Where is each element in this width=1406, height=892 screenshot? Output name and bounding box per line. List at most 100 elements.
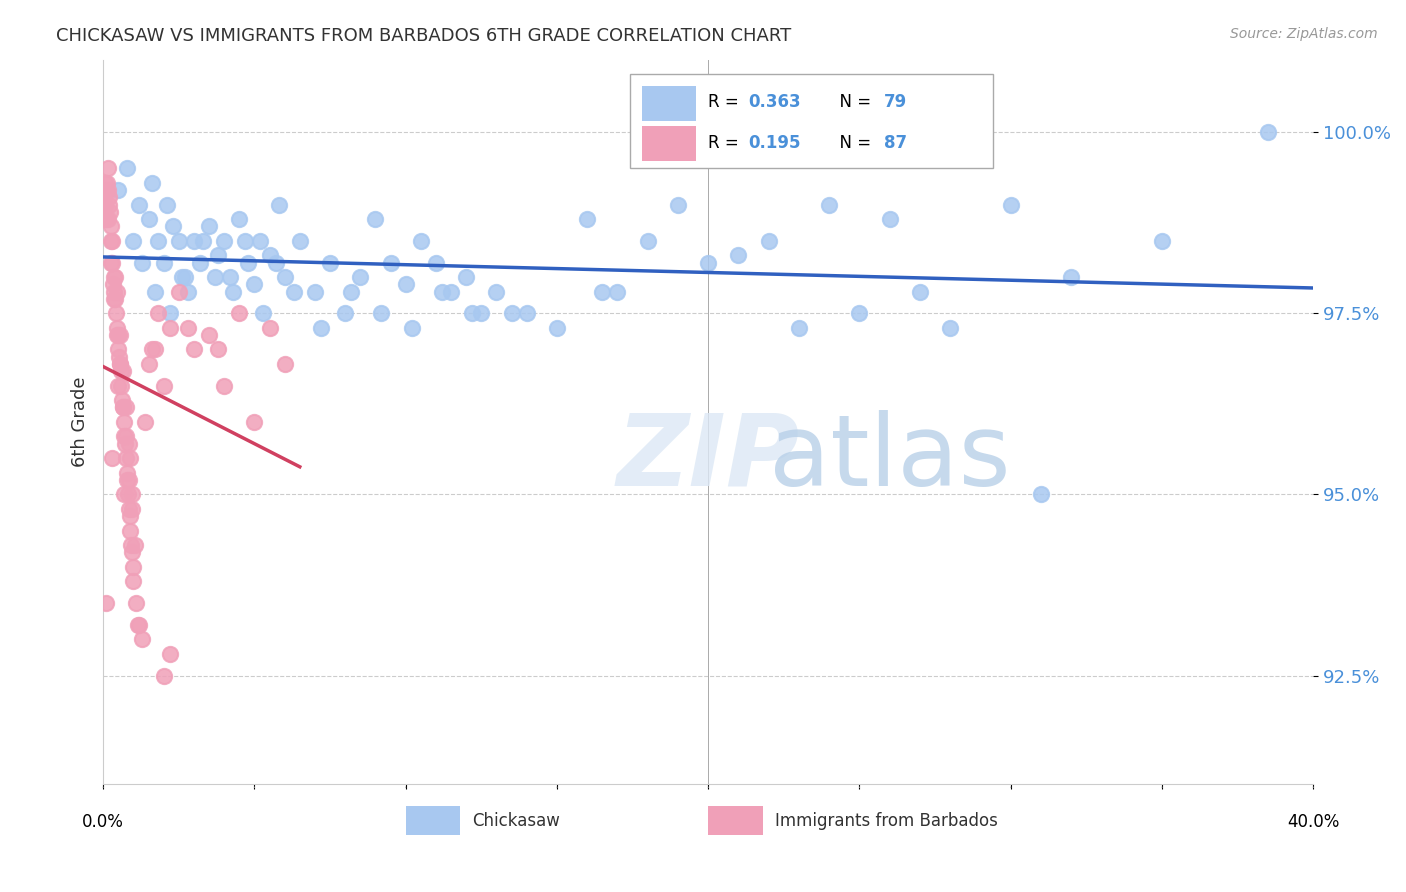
Point [198, 219, 221, 234]
Point [105, 320, 128, 334]
Point [112, 487, 135, 501]
Text: 0.195: 0.195 [748, 134, 800, 152]
Point [170, 270, 193, 285]
Point [98, 204, 121, 219]
Point [283, 285, 305, 299]
Point [252, 306, 274, 320]
Point [105, 285, 128, 299]
Point [100, 255, 122, 269]
Point [121, 560, 143, 574]
Point [758, 234, 780, 248]
Point [100, 234, 122, 248]
Point [908, 285, 931, 299]
Point [167, 234, 190, 248]
Text: Chickasaw: Chickasaw [472, 812, 560, 830]
Point [111, 364, 134, 378]
Point [395, 277, 418, 292]
Point [121, 545, 143, 559]
Point [319, 255, 342, 269]
Point [152, 668, 174, 682]
Point [96, 212, 118, 227]
Point [401, 320, 423, 334]
Point [576, 212, 599, 227]
Point [228, 306, 250, 320]
FancyBboxPatch shape [630, 74, 993, 169]
Point [212, 378, 235, 392]
Point [100, 219, 122, 234]
Point [112, 429, 135, 443]
Point [114, 401, 136, 415]
Text: R =: R = [709, 134, 744, 152]
Point [333, 306, 356, 320]
Point [121, 502, 143, 516]
FancyBboxPatch shape [641, 127, 696, 161]
Point [340, 285, 363, 299]
Point [370, 306, 392, 320]
Point [1150, 234, 1173, 248]
Point [273, 270, 295, 285]
Point [697, 255, 720, 269]
Point [173, 270, 195, 285]
Text: 40.0%: 40.0% [1286, 814, 1340, 831]
Point [120, 538, 142, 552]
Point [259, 248, 281, 262]
Point [501, 306, 523, 320]
Point [204, 270, 226, 285]
Point [97, 190, 120, 204]
Point [117, 161, 139, 176]
Point [156, 197, 179, 211]
Text: Source: ZipAtlas.com: Source: ZipAtlas.com [1230, 27, 1378, 41]
Point [138, 212, 160, 227]
Point [243, 415, 266, 429]
Point [105, 328, 128, 343]
Point [138, 357, 160, 371]
Point [108, 357, 131, 371]
Point [108, 350, 131, 364]
Point [103, 292, 125, 306]
Point [212, 234, 235, 248]
Text: R =: R = [709, 93, 744, 111]
Point [117, 487, 139, 501]
Point [162, 219, 184, 234]
Point [111, 393, 134, 408]
Point [243, 277, 266, 292]
Point [818, 197, 841, 211]
Point [440, 285, 463, 299]
Point [606, 285, 628, 299]
Point [112, 415, 135, 429]
Point [364, 212, 387, 227]
Point [349, 270, 371, 285]
Point [115, 429, 138, 443]
Point [107, 183, 129, 197]
Point [124, 538, 146, 552]
Point [94, 176, 117, 190]
Point [288, 234, 311, 248]
Point [101, 277, 124, 292]
Point [117, 473, 139, 487]
Point [409, 234, 432, 248]
Point [188, 255, 211, 269]
Point [98, 197, 121, 211]
Point [104, 292, 127, 306]
Point [97, 183, 120, 197]
Point [128, 618, 150, 632]
Point [159, 647, 181, 661]
Point [143, 343, 166, 357]
Point [879, 212, 901, 227]
Point [430, 285, 453, 299]
FancyBboxPatch shape [641, 87, 696, 121]
Point [309, 320, 332, 334]
Point [425, 255, 447, 269]
Point [118, 502, 141, 516]
Point [267, 197, 290, 211]
Text: ZIP: ZIP [617, 409, 800, 507]
Point [114, 451, 136, 466]
Point [191, 234, 214, 248]
Point [107, 343, 129, 357]
Text: 79: 79 [884, 93, 907, 111]
Point [107, 378, 129, 392]
Point [96, 596, 118, 610]
Point [121, 487, 143, 501]
Point [516, 306, 538, 320]
Point [637, 234, 659, 248]
